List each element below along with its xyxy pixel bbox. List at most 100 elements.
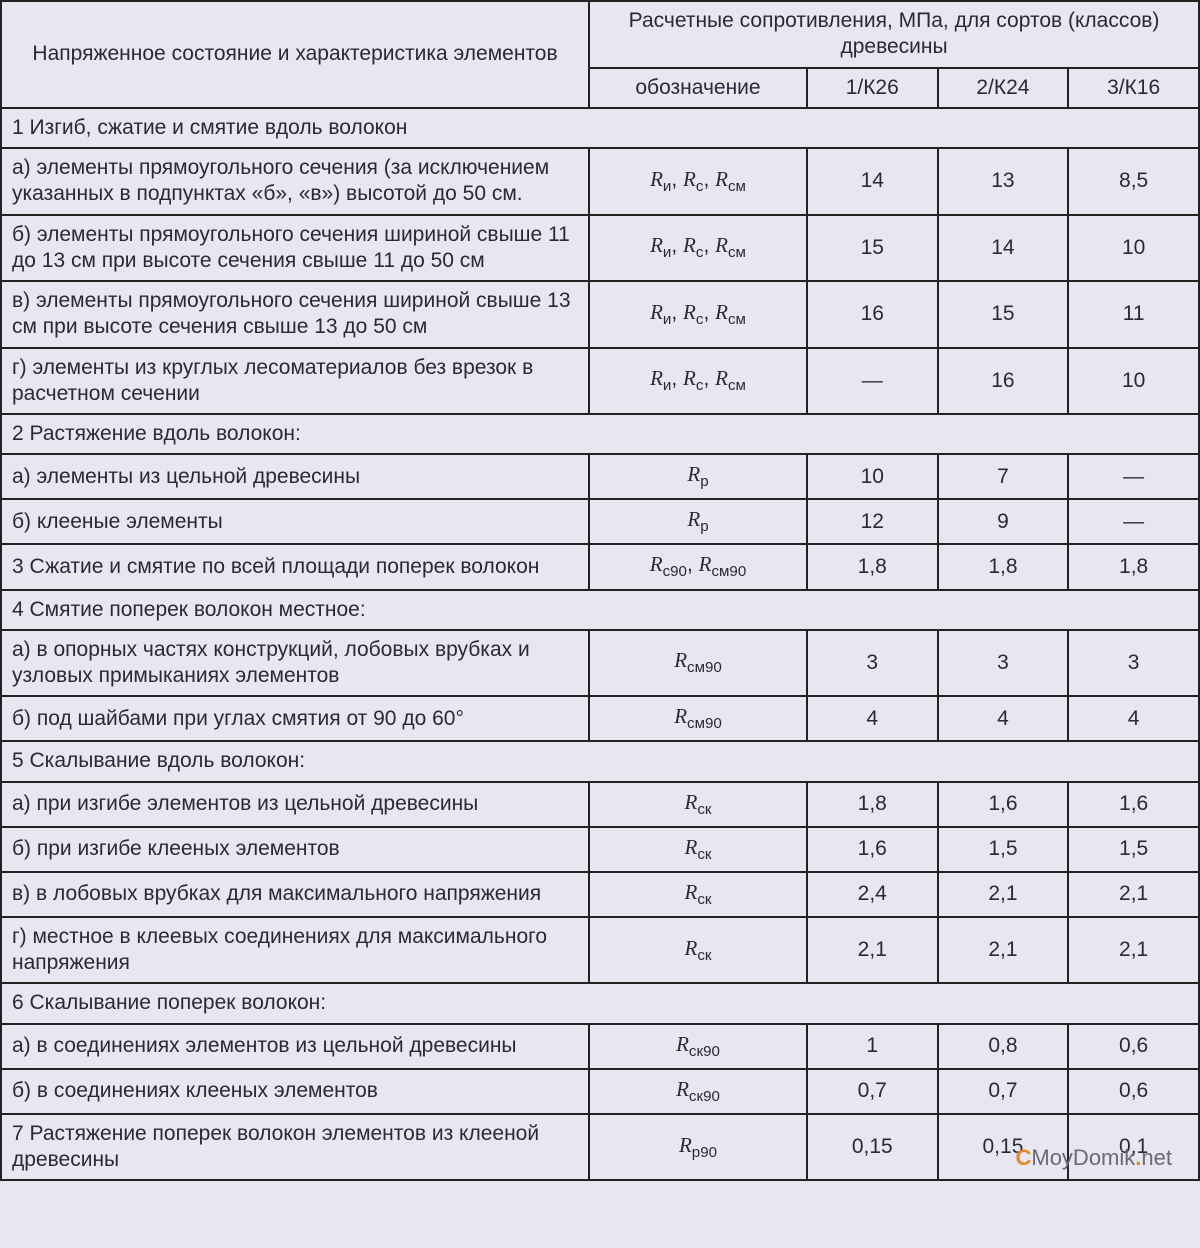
row-value: 16: [938, 348, 1069, 415]
row-value: 10: [1068, 215, 1199, 282]
watermark: CMoyDomik.net: [1015, 1145, 1172, 1171]
row-value: 15: [807, 215, 938, 282]
row-description: б) под шайбами при углах смятия от 90 до…: [1, 696, 589, 741]
row-notation: Rсм90: [589, 696, 807, 741]
row-description: а) при изгибе элементов из цельной древе…: [1, 782, 589, 827]
row-description: г) местное в клеевых соединениях для мак…: [1, 917, 589, 984]
row-value: —: [807, 348, 938, 415]
resistance-table: Напряженное состояние и характеристика э…: [0, 0, 1200, 1181]
row-value: 2,1: [938, 872, 1069, 917]
table-row: б) под шайбами при углах смятия от 90 до…: [1, 696, 1199, 741]
subheader-k16: 3/К16: [1068, 68, 1199, 108]
subheader-k24: 2/К24: [938, 68, 1069, 108]
row-notation: Rр: [589, 454, 807, 499]
row-value: —: [1068, 499, 1199, 544]
row-value: 0,7: [807, 1069, 938, 1114]
table-row: б) элементы прямоугольного сечения ширин…: [1, 215, 1199, 282]
table-row: а) элементы из цельной древесиныRр107—: [1, 454, 1199, 499]
row-description: а) элементы из цельной древесины: [1, 454, 589, 499]
row-value: 4: [807, 696, 938, 741]
row-description: б) клееные элементы: [1, 499, 589, 544]
row-notation: Rск: [589, 827, 807, 872]
row-notation: Rр: [589, 499, 807, 544]
section-heading: 1 Изгиб, сжатие и смятие вдоль волокон: [1, 108, 1199, 148]
row-value: 10: [807, 454, 938, 499]
section-heading: 2 Растяжение вдоль волокон:: [1, 414, 1199, 454]
table-row: в) в лобовых врубках для максимального н…: [1, 872, 1199, 917]
row-value: 2,1: [807, 917, 938, 984]
table-row: 4 Смятие поперек волокон местное:: [1, 590, 1199, 630]
row-description: а) в соединениях элементов из цельной др…: [1, 1024, 589, 1069]
table-row: г) местное в клеевых соединениях для мак…: [1, 917, 1199, 984]
row-value: 4: [938, 696, 1069, 741]
row-value: 0,8: [938, 1024, 1069, 1069]
row-description: б) элементы прямоугольного сечения ширин…: [1, 215, 589, 282]
row-value: 1: [807, 1024, 938, 1069]
table-row: г) элементы из круглых лесоматериалов бе…: [1, 348, 1199, 415]
row-value: 7: [938, 454, 1069, 499]
row-value: 1,5: [1068, 827, 1199, 872]
row-description: б) в соединениях клееных элементов: [1, 1069, 589, 1114]
row-value: 1,6: [807, 827, 938, 872]
row-notation: Rи, Rс, Rсм: [589, 281, 807, 348]
row-description: в) элементы прямоугольного сечения ширин…: [1, 281, 589, 348]
row-value: 13: [938, 148, 1069, 215]
table-row: а) в соединениях элементов из цельной др…: [1, 1024, 1199, 1069]
row-value: 14: [938, 215, 1069, 282]
row-description: б) при изгибе клееных элементов: [1, 827, 589, 872]
row-value: 1,6: [1068, 782, 1199, 827]
row-value: 2,1: [1068, 872, 1199, 917]
row-description: а) в опорных частях конструкций, лобовых…: [1, 630, 589, 697]
row-notation: Rск: [589, 917, 807, 984]
row-value: 1,8: [1068, 544, 1199, 589]
table-row: а) в опорных частях конструкций, лобовых…: [1, 630, 1199, 697]
row-value: 3: [807, 630, 938, 697]
table-row: 3 Сжатие и смятие по всей площади попере…: [1, 544, 1199, 589]
row-value: 8,5: [1068, 148, 1199, 215]
row-value: 9: [938, 499, 1069, 544]
section-heading: 4 Смятие поперек волокон местное:: [1, 590, 1199, 630]
row-value: 15: [938, 281, 1069, 348]
row-value: 4: [1068, 696, 1199, 741]
row-value: 11: [1068, 281, 1199, 348]
row-value: 0,7: [938, 1069, 1069, 1114]
subheader-k26: 1/К26: [807, 68, 938, 108]
row-value: —: [1068, 454, 1199, 499]
row-value: 1,6: [938, 782, 1069, 827]
table-row: а) элементы прямоугольного сечения (за и…: [1, 148, 1199, 215]
row-value: 0,6: [1068, 1024, 1199, 1069]
row-value: 0,15: [807, 1114, 938, 1181]
section-heading: 5 Скалывание вдоль волокон:: [1, 741, 1199, 781]
table-row: 6 Скалывание поперек волокон:: [1, 983, 1199, 1023]
row-value: 1,8: [807, 782, 938, 827]
row-value: 2,1: [938, 917, 1069, 984]
section-heading: 6 Скалывание поперек волокон:: [1, 983, 1199, 1023]
row-description: 3 Сжатие и смятие по всей площади попере…: [1, 544, 589, 589]
row-notation: Rск90: [589, 1024, 807, 1069]
row-notation: Rск: [589, 782, 807, 827]
row-value: 1,8: [938, 544, 1069, 589]
row-value: 1,8: [807, 544, 938, 589]
row-value: 10: [1068, 348, 1199, 415]
header-right: Расчетные сопротивления, МПа, для сортов…: [589, 1, 1199, 68]
row-notation: Rс90, Rсм90: [589, 544, 807, 589]
row-notation: Rи, Rс, Rсм: [589, 348, 807, 415]
table-row: 2 Растяжение вдоль волокон:: [1, 414, 1199, 454]
row-value: 2,1: [1068, 917, 1199, 984]
row-notation: Rр90: [589, 1114, 807, 1181]
table-row: а) при изгибе элементов из цельной древе…: [1, 782, 1199, 827]
row-notation: Rск90: [589, 1069, 807, 1114]
table-row: б) клееные элементыRр129—: [1, 499, 1199, 544]
row-description: в) в лобовых врубках для максимального н…: [1, 872, 589, 917]
row-notation: Rи, Rс, Rсм: [589, 148, 807, 215]
row-notation: Rи, Rс, Rсм: [589, 215, 807, 282]
table-row: б) при изгибе клееных элементовRск1,61,5…: [1, 827, 1199, 872]
row-description: г) элементы из круглых лесоматериалов бе…: [1, 348, 589, 415]
row-value: 12: [807, 499, 938, 544]
row-description: а) элементы прямоугольного сечения (за и…: [1, 148, 589, 215]
subheader-notation: обозначение: [589, 68, 807, 108]
table-row: в) элементы прямоугольного сечения ширин…: [1, 281, 1199, 348]
row-value: 1,5: [938, 827, 1069, 872]
row-notation: Rск: [589, 872, 807, 917]
row-notation: Rсм90: [589, 630, 807, 697]
